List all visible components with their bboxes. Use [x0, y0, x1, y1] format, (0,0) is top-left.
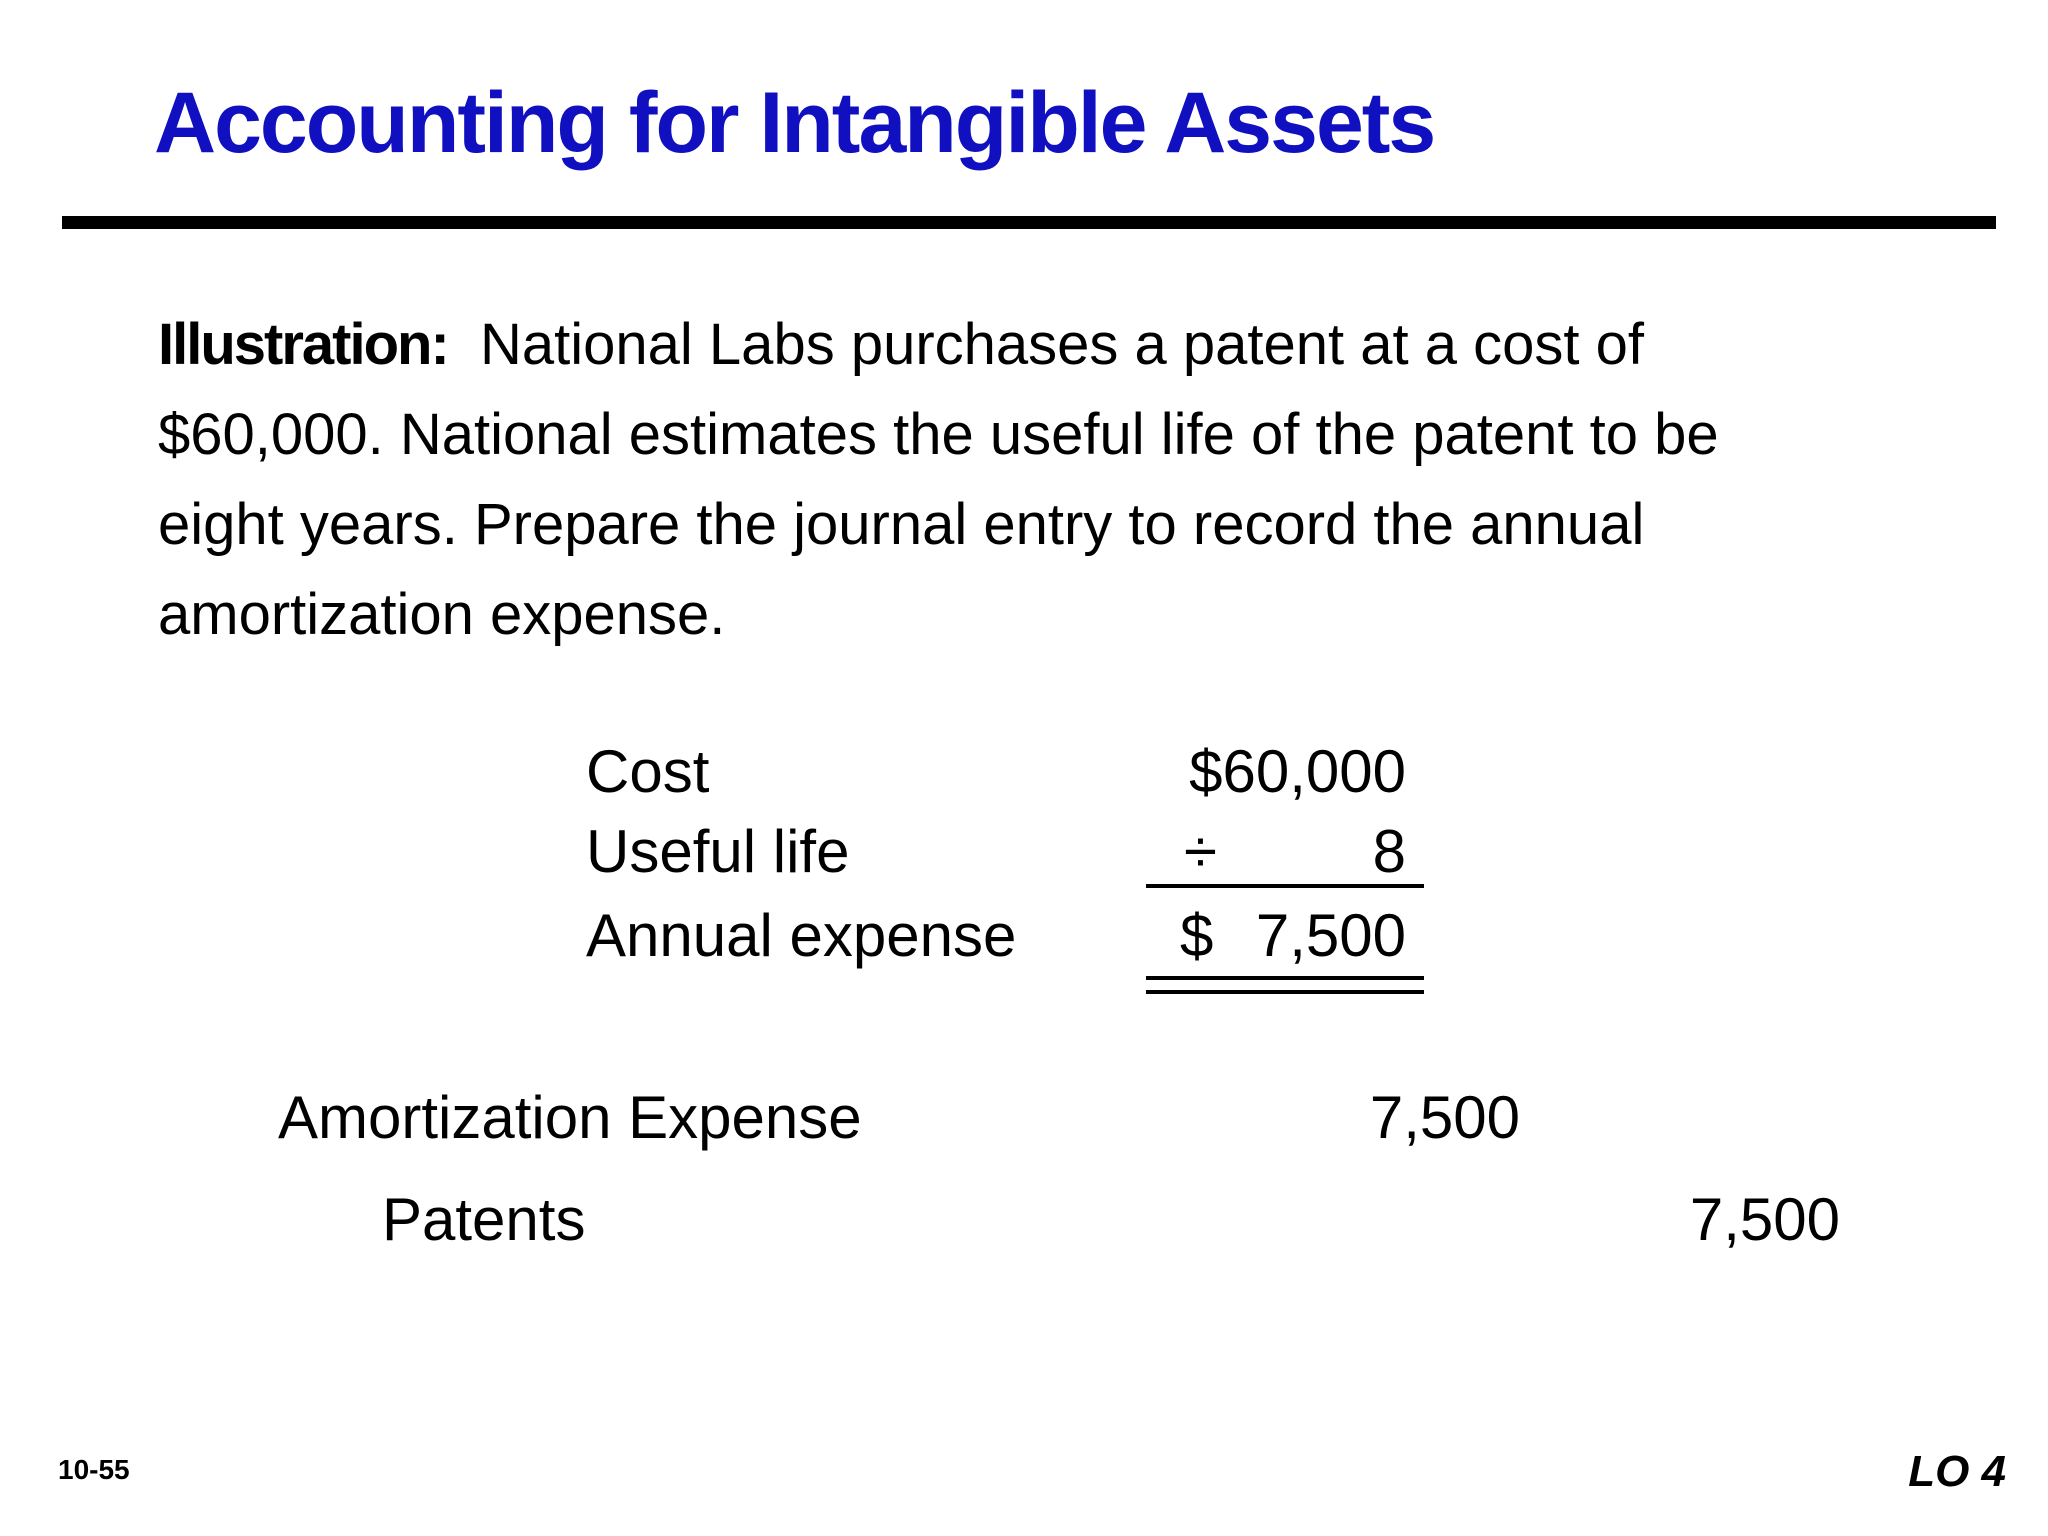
divide-operator: ÷	[1184, 818, 1217, 885]
illustration-line-1: Illustration: National Labs purchases a …	[158, 300, 1918, 390]
annual-expense-value: 7,500	[1255, 902, 1406, 969]
debit-amount: 7,500	[1369, 1084, 1520, 1151]
slide-number: 10-55	[58, 1454, 130, 1485]
title-divider	[62, 216, 1996, 229]
illustration-line-3: eight years. Prepare the journal entry t…	[158, 492, 1645, 557]
illustration-line-4: amortization expense.	[158, 582, 726, 647]
credit-account: Patents	[382, 1186, 586, 1253]
learning-objective: LO 4	[1908, 1447, 2006, 1496]
cost-label: Cost	[586, 738, 710, 805]
subtotal-rule	[1146, 884, 1424, 888]
illustration-line-2: $60,000. National estimates the useful l…	[158, 402, 1719, 467]
total-double-rule-bottom	[1146, 990, 1424, 994]
credit-amount: 7,500	[1689, 1186, 1840, 1253]
illustration-paragraph: Illustration: National Labs purchases a …	[158, 300, 1918, 660]
useful-life-label: Useful life	[586, 818, 850, 885]
debit-account: Amortization Expense	[278, 1084, 862, 1151]
useful-life-value: 8	[1372, 818, 1406, 885]
cost-value: $60,000	[1189, 738, 1406, 805]
total-double-rule-top	[1146, 976, 1424, 980]
annual-expense-label: Annual expense	[586, 902, 1017, 969]
illustration-lead: Illustration:	[158, 312, 450, 377]
slide-title: Accounting for Intangible Assets	[154, 75, 1436, 171]
illustration-text-1: National Labs purchases a patent at a co…	[480, 312, 1644, 377]
annual-expense-currency: $	[1180, 902, 1214, 969]
